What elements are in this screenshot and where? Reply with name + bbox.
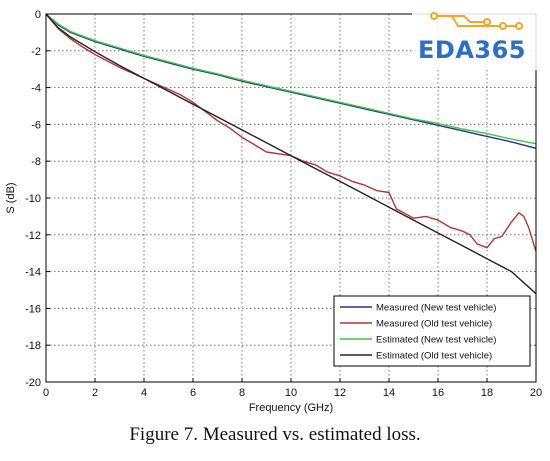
y-tick-label: -16 bbox=[25, 303, 41, 315]
x-tick-label: 14 bbox=[383, 387, 395, 399]
x-tick-label: 4 bbox=[141, 387, 147, 399]
x-tick-label: 16 bbox=[432, 387, 444, 399]
y-tick-label: -18 bbox=[25, 340, 41, 352]
logo-text: EDA365 bbox=[418, 36, 526, 64]
y-tick-label: -12 bbox=[25, 230, 41, 242]
legend-label: Estimated (Old test vehicle) bbox=[376, 351, 492, 362]
figure-caption: Figure 7. Measured vs. estimated loss. bbox=[129, 424, 421, 445]
legend-label: Measured (New test vehicle) bbox=[376, 303, 496, 314]
y-tick-label: -4 bbox=[31, 83, 41, 95]
series-line-1 bbox=[45, 13, 537, 149]
y-tick-label: -6 bbox=[31, 119, 41, 131]
y-tick-label: 0 bbox=[35, 9, 41, 21]
y-tick-label: -8 bbox=[31, 156, 41, 168]
series-layer bbox=[45, 13, 537, 295]
legend-label: Estimated (New test vehicle) bbox=[376, 335, 496, 346]
x-tick-label: 10 bbox=[285, 387, 297, 399]
y-tick-label: -20 bbox=[25, 377, 41, 389]
y-axis-title: S (dB) bbox=[5, 182, 17, 213]
ticks: 0 2 4 6 8 10 12 14 16 18 20 0 -2 -4 -6 -8 -10 -12 -14 -16 -1… bbox=[25, 9, 542, 399]
x-tick-label: 2 bbox=[92, 387, 98, 399]
x-tick-label: 20 bbox=[530, 387, 542, 399]
eda365-logo: EDA365 bbox=[412, 10, 540, 70]
x-tick-label: 8 bbox=[239, 387, 245, 399]
series-line-2 bbox=[45, 13, 537, 252]
legend-label: Measured (Old test vehicle) bbox=[376, 319, 492, 330]
y-tick-label: -14 bbox=[25, 267, 41, 279]
series-line-3 bbox=[45, 13, 537, 145]
series-line-4 bbox=[45, 13, 537, 295]
y-tick-label: -2 bbox=[31, 46, 41, 58]
legend: Measured (New test vehicle) Measured (Old… bbox=[333, 295, 531, 367]
y-tick-label: -10 bbox=[25, 193, 41, 205]
x-tick-label: 18 bbox=[481, 387, 493, 399]
circuit-icon bbox=[430, 12, 523, 30]
x-tick-label: 0 bbox=[43, 387, 49, 399]
x-tick-label: 12 bbox=[334, 387, 346, 399]
x-axis-title: Frequency (GHz) bbox=[249, 402, 333, 414]
x-tick-label: 6 bbox=[190, 387, 196, 399]
grid bbox=[46, 14, 536, 382]
chart: 0 2 4 6 8 10 12 14 16 18 20 0 -2 -4 -6 -8 -10 -12 -14 -16 -1… bbox=[5, 9, 542, 414]
